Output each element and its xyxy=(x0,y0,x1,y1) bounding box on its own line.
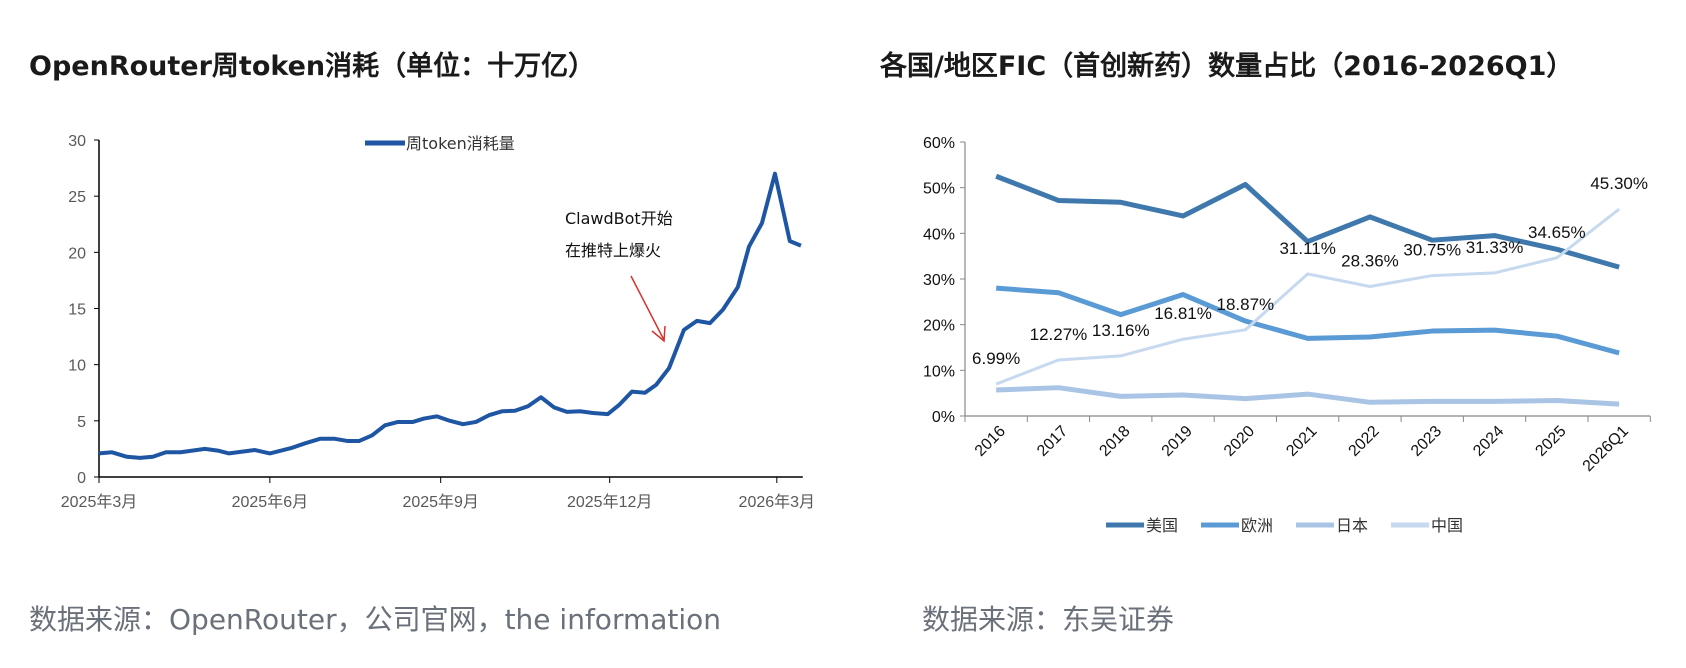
right-y-tick-label: 50% xyxy=(923,181,955,198)
right-legend-label: 欧洲 xyxy=(1241,516,1273,535)
left-chart-title: OpenRouter周token消耗（单位：十万亿） xyxy=(29,51,596,82)
right-legend-label: 日本 xyxy=(1336,516,1368,535)
right-data-label: 12.27% xyxy=(1030,325,1088,344)
right-legend-label: 美国 xyxy=(1146,516,1178,535)
right-x-tick-label: 2021 xyxy=(1283,423,1320,460)
right-x-tick-label: 2016 xyxy=(972,423,1009,460)
right-y-tick-label: 20% xyxy=(923,318,955,335)
left-annotation-arrow xyxy=(630,275,665,341)
right-y-tick-label: 30% xyxy=(923,272,955,289)
right-x-tick-label: 2020 xyxy=(1221,423,1258,460)
left-y-tick-label: 0 xyxy=(77,470,86,487)
right-x-tick-label: 2018 xyxy=(1096,423,1133,460)
right-series-line xyxy=(995,285,1620,356)
left-x-tick-label: 2025年9月 xyxy=(402,493,479,511)
right-data-label: 18.87% xyxy=(1217,295,1275,314)
right-data-label: 45.30% xyxy=(1590,174,1648,193)
left-annotation-text: ClawdBot开始 xyxy=(565,209,673,228)
left-annotation-text: 在推特上爆火 xyxy=(565,241,661,260)
right-data-label: 16.81% xyxy=(1154,304,1212,323)
right-x-tick-label: 2017 xyxy=(1034,423,1071,460)
right-chart-source: 数据来源：东吴证券 xyxy=(922,603,1175,636)
left-series-line xyxy=(98,171,802,460)
right-data-label: 31.11% xyxy=(1279,239,1335,258)
right-data-label: 30.75% xyxy=(1403,241,1461,260)
right-data-label: 6.99% xyxy=(972,349,1020,368)
left-x-tick-label: 2026年3月 xyxy=(739,493,816,511)
right-data-label: 28.36% xyxy=(1341,251,1399,270)
left-y-tick-label: 20 xyxy=(68,245,86,262)
right-y-tick-label: 60% xyxy=(923,135,955,152)
left-x-tick-label: 2025年3月 xyxy=(61,493,138,511)
right-series-line xyxy=(996,385,1620,407)
right-x-tick-label: 2022 xyxy=(1346,423,1383,460)
right-legend-label: 中国 xyxy=(1431,516,1463,535)
left-x-tick-label: 2025年6月 xyxy=(232,493,309,511)
right-y-tick-label: 10% xyxy=(923,363,955,380)
right-series-line xyxy=(995,173,1620,270)
right-x-tick-label: 2019 xyxy=(1159,423,1196,460)
right-data-label: 31.33% xyxy=(1466,238,1524,257)
right-y-tick-label: 0% xyxy=(932,409,955,426)
left-annotation-arrowhead xyxy=(651,325,666,343)
right-data-label: 13.16% xyxy=(1092,321,1150,340)
right-x-tick-label: 2025 xyxy=(1532,423,1569,460)
left-y-tick-label: 25 xyxy=(68,189,86,206)
left-y-tick-label: 30 xyxy=(68,133,86,150)
right-x-tick-label: 2023 xyxy=(1408,423,1445,460)
left-legend-label: 周token消耗量 xyxy=(406,134,515,153)
right-y-tick-label: 40% xyxy=(923,226,955,243)
left-y-tick-label: 5 xyxy=(77,414,86,431)
right-chart-title: 各国/地区FIC（首创新药）数量占比（2016-2026Q1） xyxy=(880,51,1574,82)
left-y-tick-label: 10 xyxy=(68,358,86,375)
left-y-tick-label: 15 xyxy=(68,302,86,319)
right-x-tick-label: 2024 xyxy=(1470,423,1507,460)
left-chart-source: 数据来源：OpenRouter，公司官网，the information xyxy=(29,603,722,636)
right-x-tick-label: 2026Q1 xyxy=(1580,423,1632,475)
right-series-line xyxy=(995,207,1621,386)
left-x-tick-label: 2025年12月 xyxy=(567,493,652,511)
right-data-label: 34.65% xyxy=(1528,223,1586,242)
